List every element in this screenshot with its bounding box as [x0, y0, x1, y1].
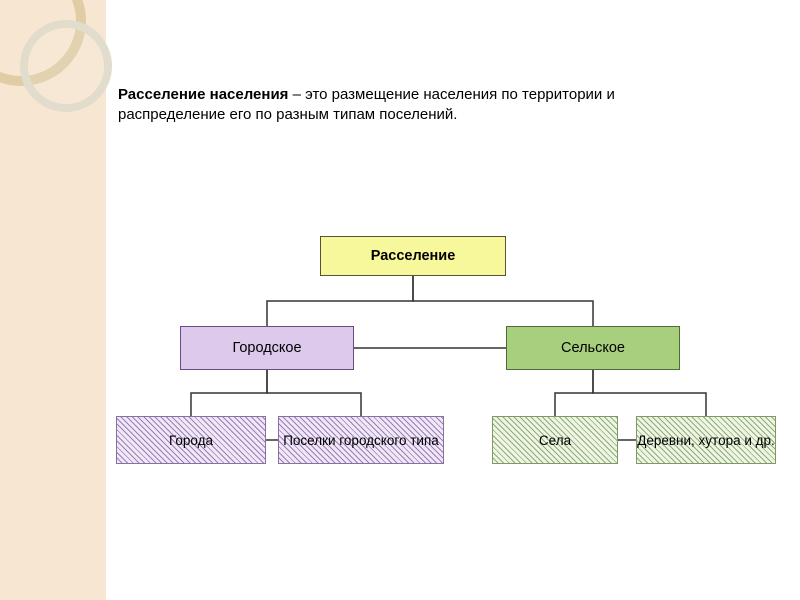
definition-term: Расселение населения — [118, 86, 288, 103]
slide: Расселение населения – это размещение на… — [0, 0, 800, 600]
node-rural: Сельское — [506, 326, 680, 370]
node-root: Расселение — [320, 236, 506, 276]
node-sela: Села — [492, 416, 618, 464]
definition-text: Расселение населения – это размещение на… — [118, 85, 678, 126]
node-derevni: Деревни, хутора и др. — [636, 416, 776, 464]
node-urban: Городское — [180, 326, 354, 370]
decor-circle-2 — [20, 20, 112, 112]
node-cities: Города — [116, 416, 266, 464]
node-pgt: Поселки городского типа — [278, 416, 444, 464]
